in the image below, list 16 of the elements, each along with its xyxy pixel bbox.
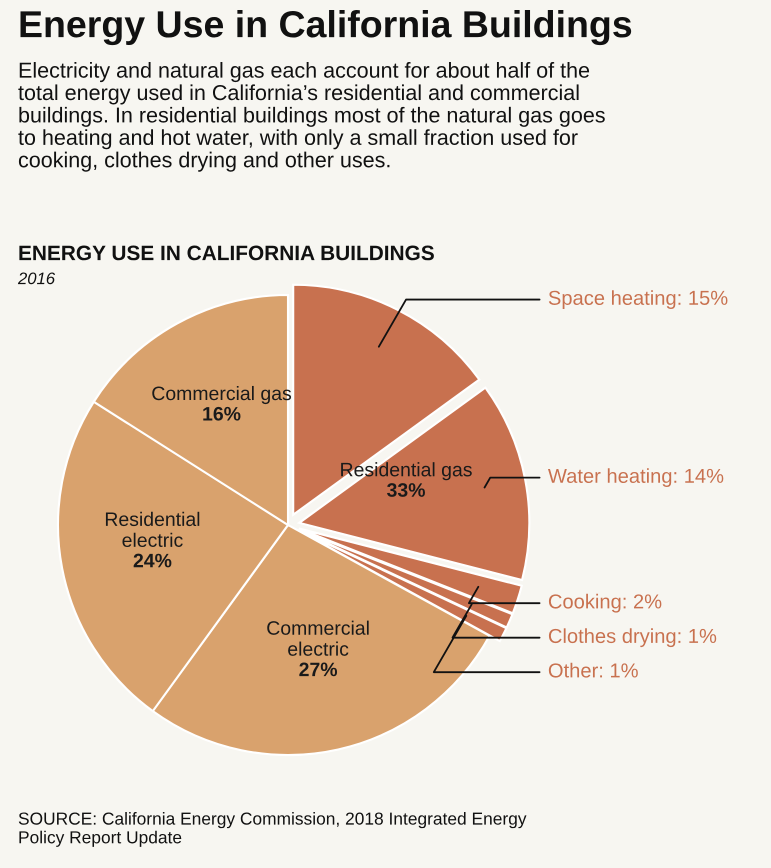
text: ENERGY USE IN CALIFORNIA BUILDINGS (19, 246, 434, 260)
slice-label: Space heating: 15% (548, 290, 728, 309)
slice-label: Water heating: 14% (548, 468, 724, 487)
data-label: 27% (299, 662, 338, 676)
slice-label: Other: 1% (548, 662, 638, 678)
chart-subtitle: Electricity and natural gas each account for about half of the total energy used in California’s residential and commercial buildings. In residential buildings most of the natural gas goes to heating and hot water, with only a small fraction used for cooking, clothes drying and other uses. (18, 62, 605, 172)
chart-title: Energy Use in California Buildings (20, 10, 632, 46)
text: 2016 (18, 272, 56, 284)
slice-label: Cooking: 2% (548, 594, 662, 613)
slice-label: Residential electric (106, 512, 200, 548)
data-label: 24% (134, 554, 172, 568)
text: 33% (387, 483, 425, 497)
source-note: SOURCE: California Energy Commission, 2018 Integrated Energy Policy Report Update (18, 812, 526, 847)
data-label: 16% (203, 406, 240, 421)
slice-label: Clothes drying: 1% (548, 628, 716, 648)
slice-label: Commercial electric (267, 620, 369, 656)
